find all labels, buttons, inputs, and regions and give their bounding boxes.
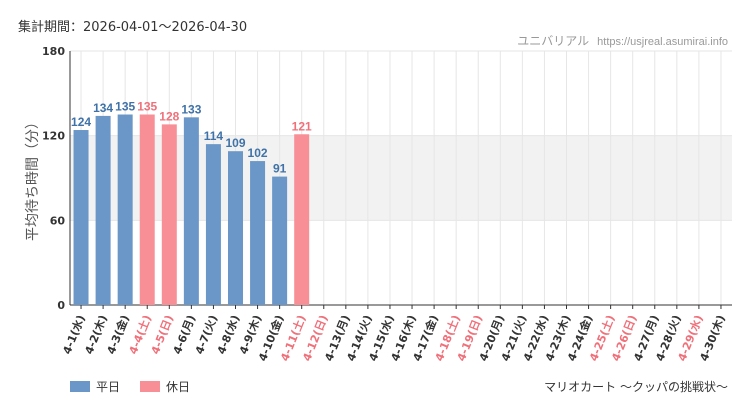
bar [139,114,155,305]
legend-label-holiday: 休日 [166,380,191,394]
attraction-name: マリオカート ～クッパの挑戦状～ [544,380,728,394]
shaded-band [70,135,732,221]
y-tick-label: 120 [42,130,65,143]
bar [294,134,310,305]
legend-item-weekday: 平日 [70,378,120,395]
bar [205,144,221,305]
bar [161,124,177,305]
bar [117,114,133,305]
site-credit: ユニバリアル https://usjreal.asumirai.info [517,32,728,49]
legend-item-holiday: 休日 [140,378,190,395]
legend-swatch-holiday [140,381,161,392]
bar-value-label: 134 [93,101,113,115]
y-tick-label: 180 [42,45,65,58]
bar-value-label: 102 [248,146,268,160]
legend-swatch-weekday [70,381,90,392]
bar [183,117,199,305]
site-name: ユニバリアル [517,34,590,48]
site-url: https://usjreal.asumirai.info [597,36,728,48]
legend: 平日 休日 [70,378,210,395]
bar-value-label: 121 [292,119,312,133]
bar-value-label: 124 [71,115,91,129]
bar-value-label: 91 [273,162,287,176]
bar [272,176,288,305]
bar-value-label: 109 [225,136,245,150]
y-axis-title: 平均待ち時間（分） [25,115,41,241]
bar-value-label: 128 [159,109,179,123]
y-tick-label: 60 [50,214,66,227]
bar-value-label: 135 [115,100,135,114]
legend-label-weekday: 平日 [96,380,121,394]
bar-value-label: 114 [204,129,224,143]
bar-value-label: 135 [137,100,157,114]
bar [95,115,111,306]
bar [73,130,89,305]
period-label: 集計期間：2026-04-01～2026-04-30 [18,20,248,35]
y-tick-label: 0 [57,299,65,312]
bar [250,161,266,305]
bar-value-label: 133 [181,102,201,116]
bar [228,151,243,305]
